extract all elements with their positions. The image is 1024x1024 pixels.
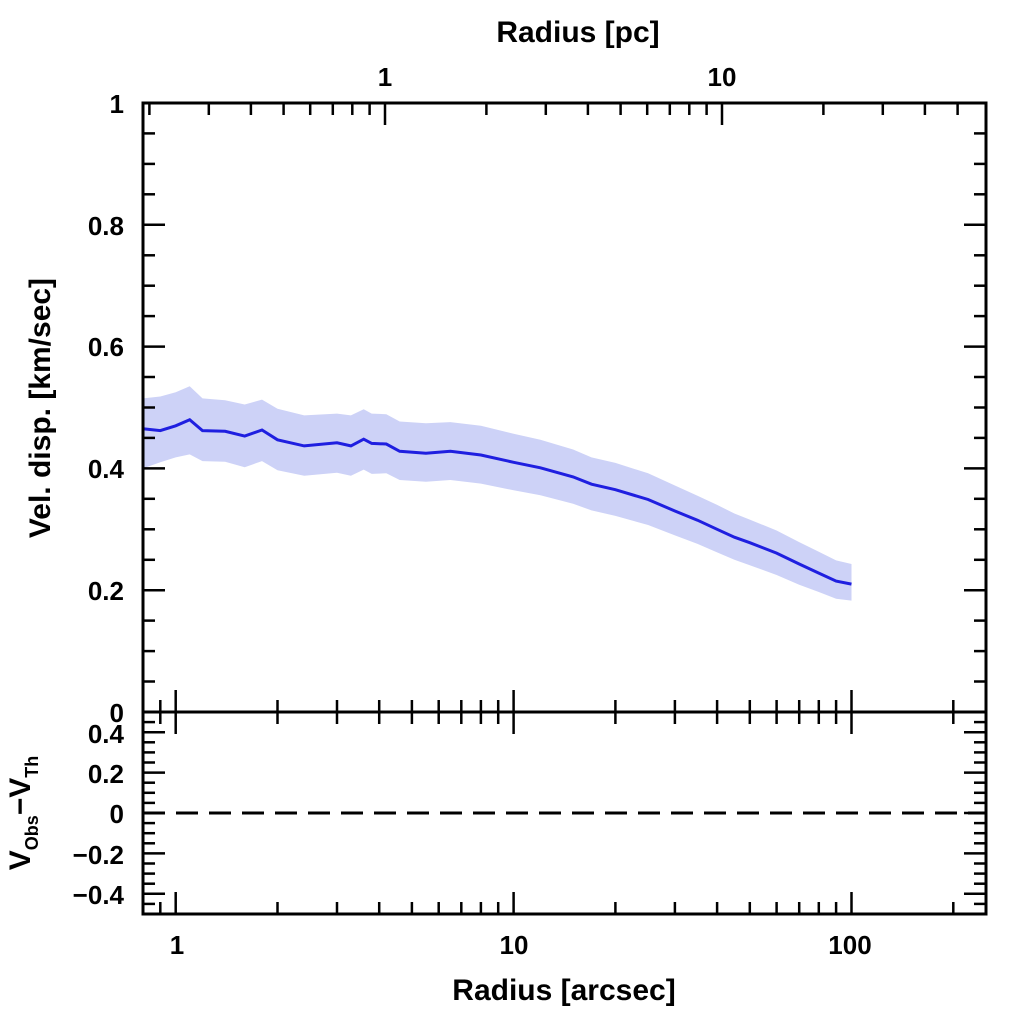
top-tick-label: 1 [378, 62, 392, 92]
y-tick-label: 0.6 [88, 332, 124, 362]
y-tick-label: 0.4 [88, 454, 125, 484]
main-ticks [141, 101, 986, 714]
residual-panel [141, 710, 988, 916]
x-tick-label: 1 [170, 930, 184, 960]
residual-y-tick-label: 0.2 [88, 759, 124, 789]
y-tick-label: 0.2 [88, 576, 124, 606]
residual-y-axis-title: VObs−VTh [4, 756, 42, 871]
y-axis-title: Vel. disp. [km/sec] [24, 278, 57, 538]
y-tick-label: 1 [110, 89, 124, 119]
top-tick-label: 10 [708, 62, 737, 92]
residual-ylabel-v: V [4, 850, 37, 870]
residual-ticks [141, 710, 986, 916]
x-tick-label: 100 [828, 930, 871, 960]
residual-y-tick-label: 0.4 [88, 719, 125, 749]
residual-frame [141, 710, 988, 916]
top-axis-title: Radius [pc] [496, 16, 659, 49]
residual-y-tick-label: −0.4 [73, 880, 125, 910]
residual-y-tick-label: −0.2 [73, 840, 124, 870]
x-tick-label: 10 [500, 930, 529, 960]
residual-ylabel-minus-v: −V [4, 778, 37, 816]
x-axis-title: Radius [arcsec] [452, 974, 675, 1007]
y-tick-label: 0 [110, 698, 124, 728]
residual-y-tick-label: 0 [110, 799, 124, 829]
uncertainty-band [143, 386, 852, 601]
residual-ylabel-sub-th: Th [22, 756, 42, 778]
main-panel [141, 101, 988, 714]
y-tick-label: 0.8 [88, 211, 124, 241]
series-line [142, 417, 852, 586]
residual-ylabel-sub-obs: Obs [22, 815, 42, 850]
